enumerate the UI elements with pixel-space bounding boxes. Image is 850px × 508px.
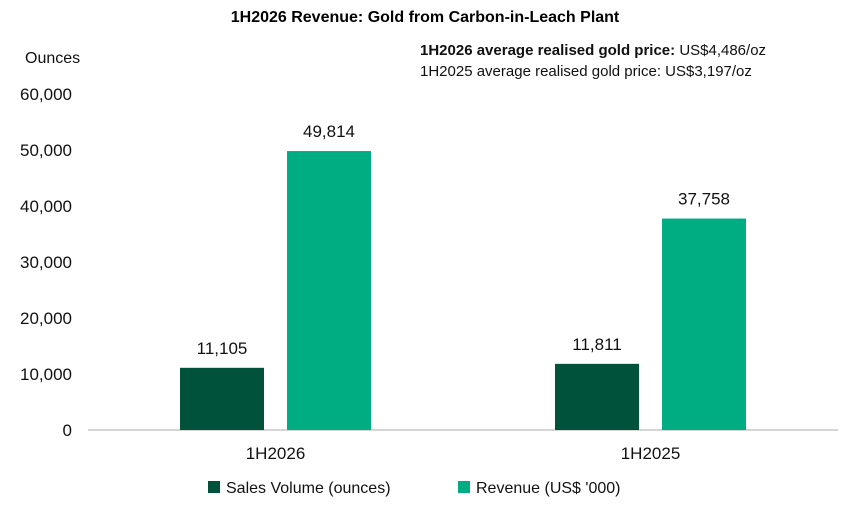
x-axis-ticks: 1H2026 1H2025 (246, 444, 681, 463)
y-tick-label: 0 (63, 421, 72, 440)
data-label: 11,811 (572, 335, 621, 354)
bar-1H2025-revenue (662, 218, 746, 430)
legend: Sales Volume (ounces) Revenue (US$ '000) (208, 480, 620, 497)
y-axis-label: Ounces (25, 50, 80, 67)
legend-label: Revenue (US$ '000) (476, 480, 620, 497)
chart-title: 1H2026 Revenue: Gold from Carbon-in-Leac… (231, 9, 620, 26)
data-label: 37,758 (678, 190, 730, 209)
data-label: 49,814 (303, 122, 355, 141)
bar-1H2026-revenue (287, 151, 371, 430)
bar-1H2025-sales-volume (555, 363, 639, 430)
y-tick-label: 50,000 (20, 141, 72, 160)
bar-1H2026-sales-volume (180, 367, 264, 430)
y-tick-label: 40,000 (20, 197, 72, 216)
y-tick-label: 10,000 (20, 365, 72, 384)
data-label: 11,105 (197, 339, 248, 358)
annotation-1h2026-bold: 1H2026 average realised gold price: (420, 42, 675, 59)
legend-label: Sales Volume (ounces) (226, 480, 391, 497)
annotation-1h2026-value: US$4,486/oz (679, 42, 766, 59)
x-tick-label: 1H2025 (621, 444, 681, 463)
annotation-1h2026-price: 1H2026 average realised gold price: US$4… (420, 42, 766, 59)
y-tick-label: 20,000 (20, 309, 72, 328)
annotation-1h2025-price: 1H2025 average realised gold price: US$3… (420, 63, 752, 80)
legend-swatch (458, 481, 470, 493)
y-tick-label: 30,000 (20, 253, 72, 272)
y-tick-label: 60,000 (20, 85, 72, 104)
y-axis-ticks: 0 10,000 20,000 30,000 40,000 50,000 60,000 (20, 85, 72, 440)
x-tick-label: 1H2026 (246, 444, 306, 463)
legend-swatch (208, 481, 220, 493)
bars-group: 11,105 49,814 11,811 37,758 (180, 122, 746, 430)
